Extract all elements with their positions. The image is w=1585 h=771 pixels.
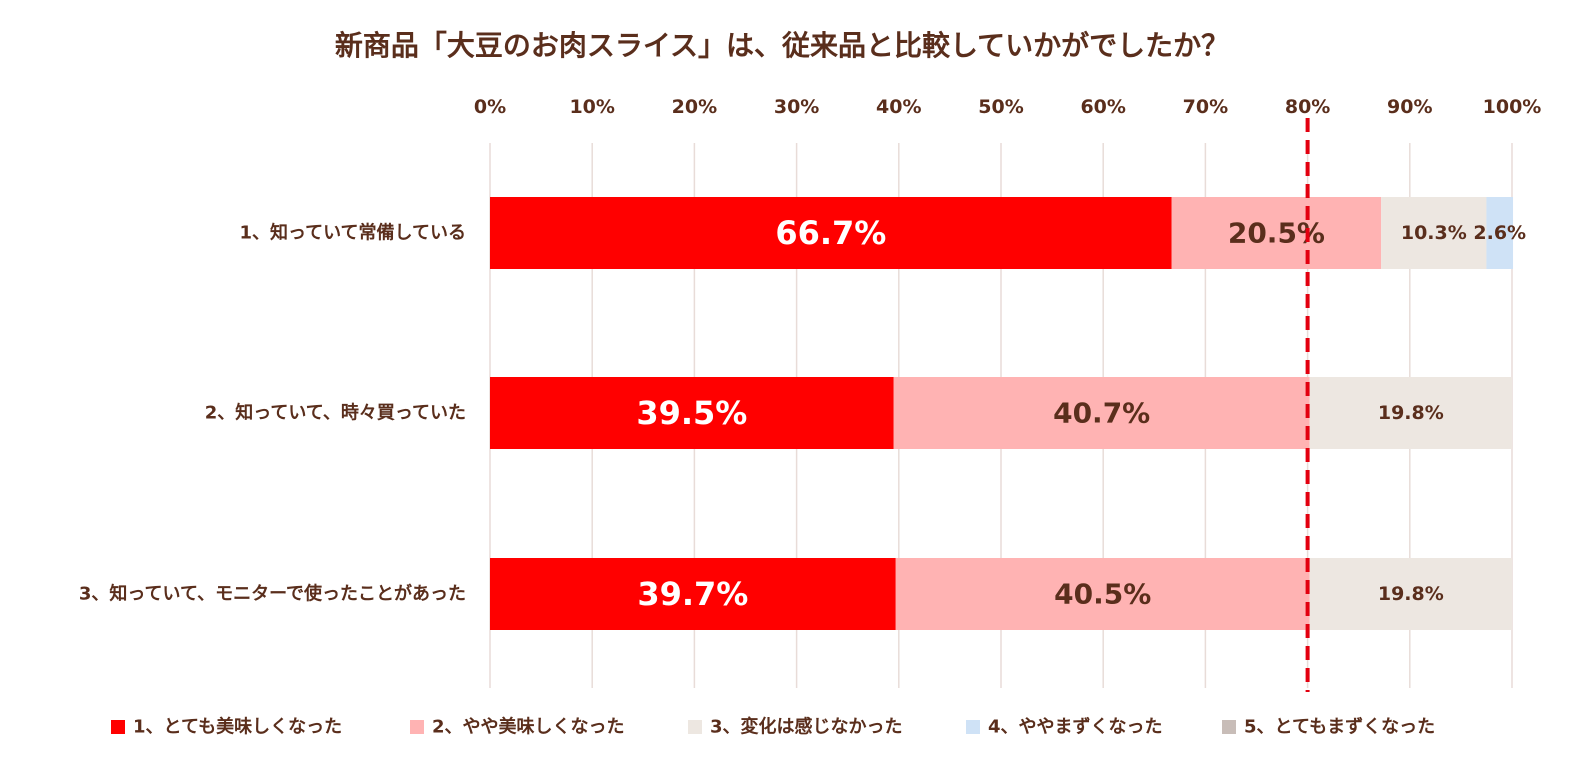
legend-label: 4、ややまずくなった xyxy=(988,717,1163,738)
legend-item: 1、とても美味しくなった xyxy=(111,716,342,738)
data-label: 2.6% xyxy=(1473,222,1526,244)
x-tick-label: 20% xyxy=(672,96,717,118)
x-tick-label: 10% xyxy=(569,96,614,118)
x-tick-label: 60% xyxy=(1080,96,1125,118)
legend-swatch xyxy=(1222,720,1236,734)
x-tick-label: 30% xyxy=(774,96,819,118)
bar-segment xyxy=(895,558,1310,630)
legend-swatch xyxy=(111,720,125,734)
bar-segment xyxy=(1309,558,1512,630)
x-tick-label: 40% xyxy=(876,96,921,118)
x-tick-label: 80% xyxy=(1285,96,1330,118)
x-tick-label: 100% xyxy=(1483,96,1542,118)
bar-segment xyxy=(1486,197,1514,269)
bar-segment xyxy=(893,377,1310,449)
category-label: 3、知っていて、モニターで使ったことがあった xyxy=(79,583,466,605)
bar-segment xyxy=(1381,197,1487,269)
bar-segment xyxy=(1171,197,1382,269)
legend-label: 1、とても美味しくなった xyxy=(133,716,342,738)
x-tick-label: 50% xyxy=(978,96,1023,118)
legend: 1、とても美味しくなった 2、やや美味しくなった 3、変化は感じなかった 4、ややまず… xyxy=(111,716,1435,738)
category-labels: 1、知っていて常備している 2、知っていて、時々買っていた 3、知っていて、モニター… xyxy=(79,222,466,605)
data-label: 40.7% xyxy=(1053,397,1150,430)
legend-item: 3、変化は感じなかった xyxy=(688,716,903,738)
bar-segment xyxy=(490,558,896,630)
category-label: 2、知っていて、時々買っていた xyxy=(205,402,466,424)
legend-item: 2、やや美味しくなった xyxy=(410,716,625,738)
legend-swatch xyxy=(688,720,702,734)
legend-swatch xyxy=(410,720,424,734)
data-label: 39.7% xyxy=(637,575,748,613)
x-axis-ticks: 0% 10% 20% 30% 40% 50% 60% 70% 80% 90% 100% xyxy=(474,96,1541,118)
data-label: 20.5% xyxy=(1228,217,1325,250)
data-label: 10.3% xyxy=(1401,222,1467,244)
legend-swatch xyxy=(966,720,980,734)
data-label: 19.8% xyxy=(1378,583,1444,605)
bar-segment xyxy=(490,377,894,449)
x-tick-label: 90% xyxy=(1387,96,1432,118)
x-tick-label: 70% xyxy=(1183,96,1228,118)
x-tick-label: 0% xyxy=(474,96,506,118)
bars: 66.7% 20.5% 10.3% 2.6% 39.5% 40.7% 19.8% 39.7% 4… xyxy=(490,197,1526,630)
data-label: 19.8% xyxy=(1378,402,1444,424)
legend-label: 2、やや美味しくなった xyxy=(432,716,625,738)
chart-title: 新商品「大豆のお肉スライス」は、従来品と比較していかがでしたか？ xyxy=(335,29,1229,62)
category-label: 1、知っていて常備している xyxy=(239,222,466,244)
legend-item: 5、とてもまずくなった xyxy=(1222,717,1435,738)
legend-item: 4、ややまずくなった xyxy=(966,717,1163,738)
legend-label: 3、変化は感じなかった xyxy=(710,716,903,738)
data-label: 66.7% xyxy=(775,214,886,252)
data-label: 40.5% xyxy=(1054,578,1151,611)
bar-segment xyxy=(490,197,1172,269)
legend-label: 5、とてもまずくなった xyxy=(1244,717,1435,738)
data-label: 39.5% xyxy=(636,394,747,432)
bar-segment xyxy=(1309,377,1512,449)
